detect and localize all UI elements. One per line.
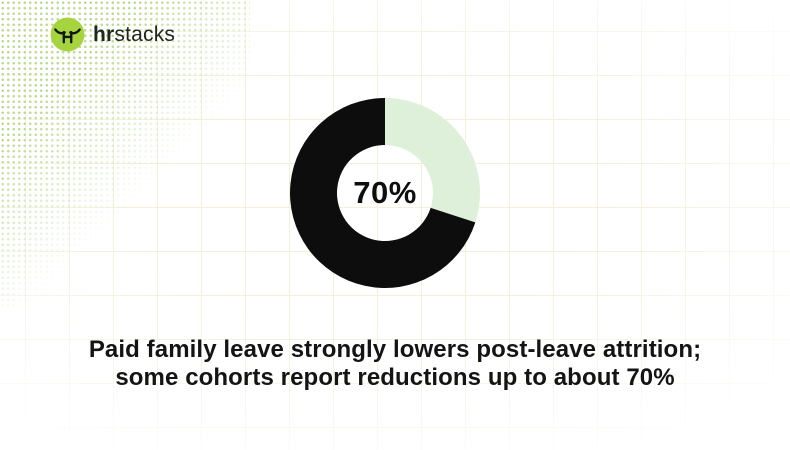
- donut-segment: [385, 98, 480, 223]
- donut-chart-figure: 70%: [285, 93, 485, 293]
- brand-name-bold: hr: [93, 22, 115, 46]
- caption: Paid family leave strongly lowers post-l…: [0, 336, 790, 392]
- brand-name-rest: stacks: [114, 22, 176, 46]
- caption-line-1: Paid family leave strongly lowers post-l…: [88, 336, 702, 363]
- caption-line-2: some cohorts report reductions up to abo…: [115, 364, 675, 391]
- logo-h-glyph: [54, 28, 81, 44]
- brand-name: hrstacks: [93, 23, 175, 47]
- donut-segment: [290, 98, 476, 288]
- halftone-dots-decoration: [0, 0, 250, 310]
- donut-chart: [290, 98, 480, 288]
- brand-logo: hrstacks: [49, 16, 175, 53]
- logo-circle: [50, 17, 85, 52]
- hrstacks-logo-icon: [49, 16, 86, 53]
